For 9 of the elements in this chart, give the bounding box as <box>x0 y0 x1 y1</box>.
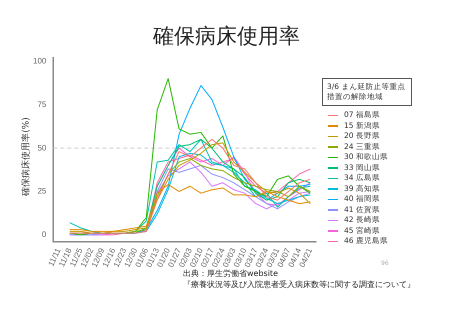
text: 『療養状況等及び入院患者受入病床数等に関する調査について』 <box>183 279 415 290</box>
y-tick-label: 100 <box>32 56 47 66</box>
y-tick-label: 50 <box>37 143 47 152</box>
y-axis-title: 確保病床使用率(%) <box>20 116 32 198</box>
chart-title: 確保病床使用率 <box>152 23 301 50</box>
source-note: 出典：厚生労働省website <box>183 268 279 279</box>
y-tick-label: 75 <box>37 100 47 109</box>
y-tick-label: 0 <box>42 230 47 240</box>
y-tick-label: 25 <box>37 186 47 196</box>
